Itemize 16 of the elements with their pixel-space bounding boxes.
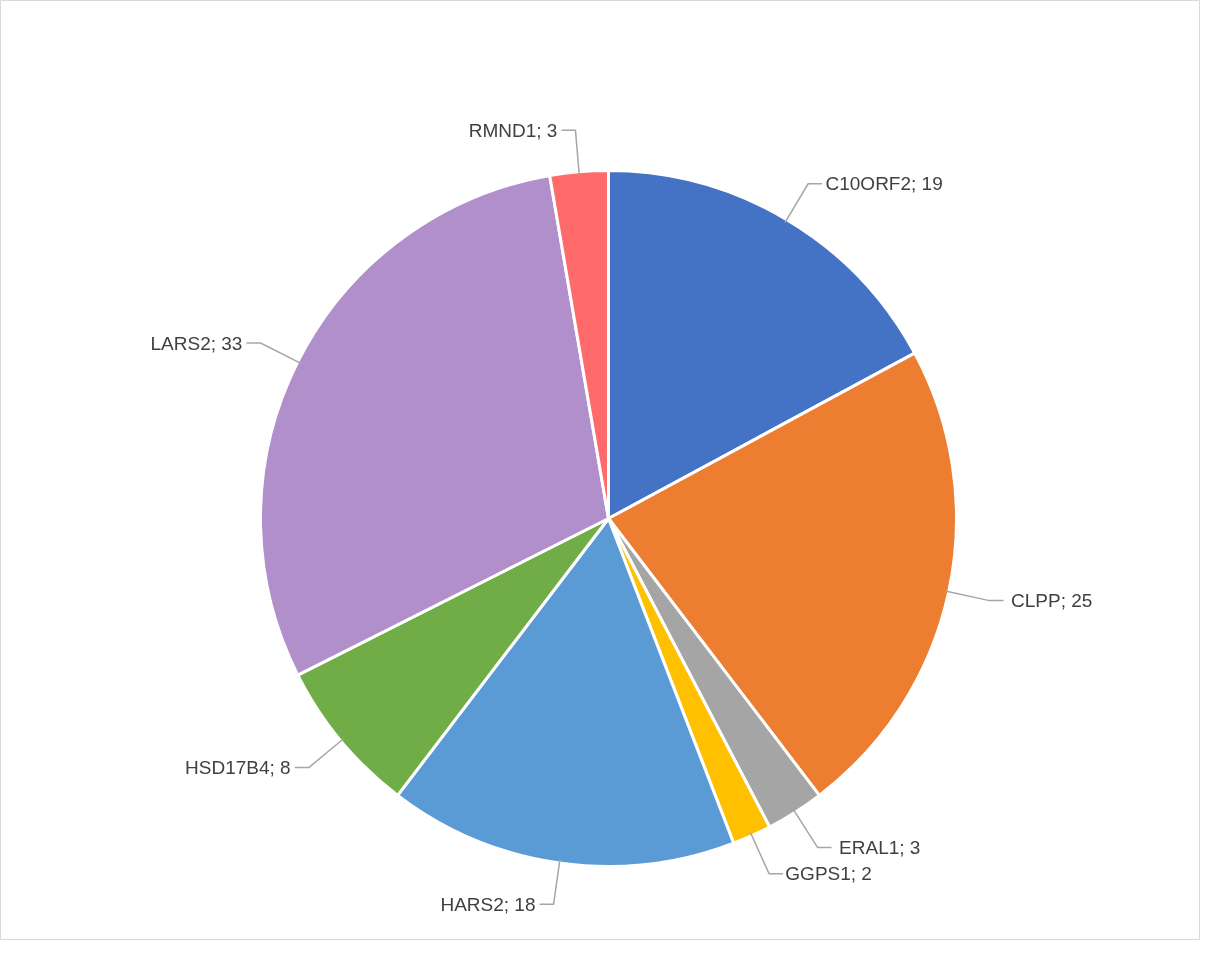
data-label: ; 25 — [1060, 590, 1093, 612]
data-label: ; 3 — [899, 836, 921, 858]
slice-label: ERAL1 — [839, 836, 900, 858]
data-label: ; 19 — [911, 173, 943, 195]
slice-label: HSD17B4 — [185, 757, 270, 779]
data-label: ; 2 — [850, 863, 872, 885]
slice-label: CLPP — [1011, 590, 1061, 612]
slice-label: RMND1 — [468, 119, 537, 141]
data-label: ; 3 — [536, 119, 558, 141]
data-label: ; 18 — [503, 893, 536, 915]
data-label: ; 8 — [269, 757, 291, 779]
data-label: ; 33 — [210, 332, 243, 354]
slice-label: C10ORF2 — [825, 173, 912, 195]
slice-label: HARS2 — [440, 893, 504, 915]
slice-label: GGPS1 — [785, 863, 851, 885]
slice-label: LARS2 — [150, 332, 211, 354]
